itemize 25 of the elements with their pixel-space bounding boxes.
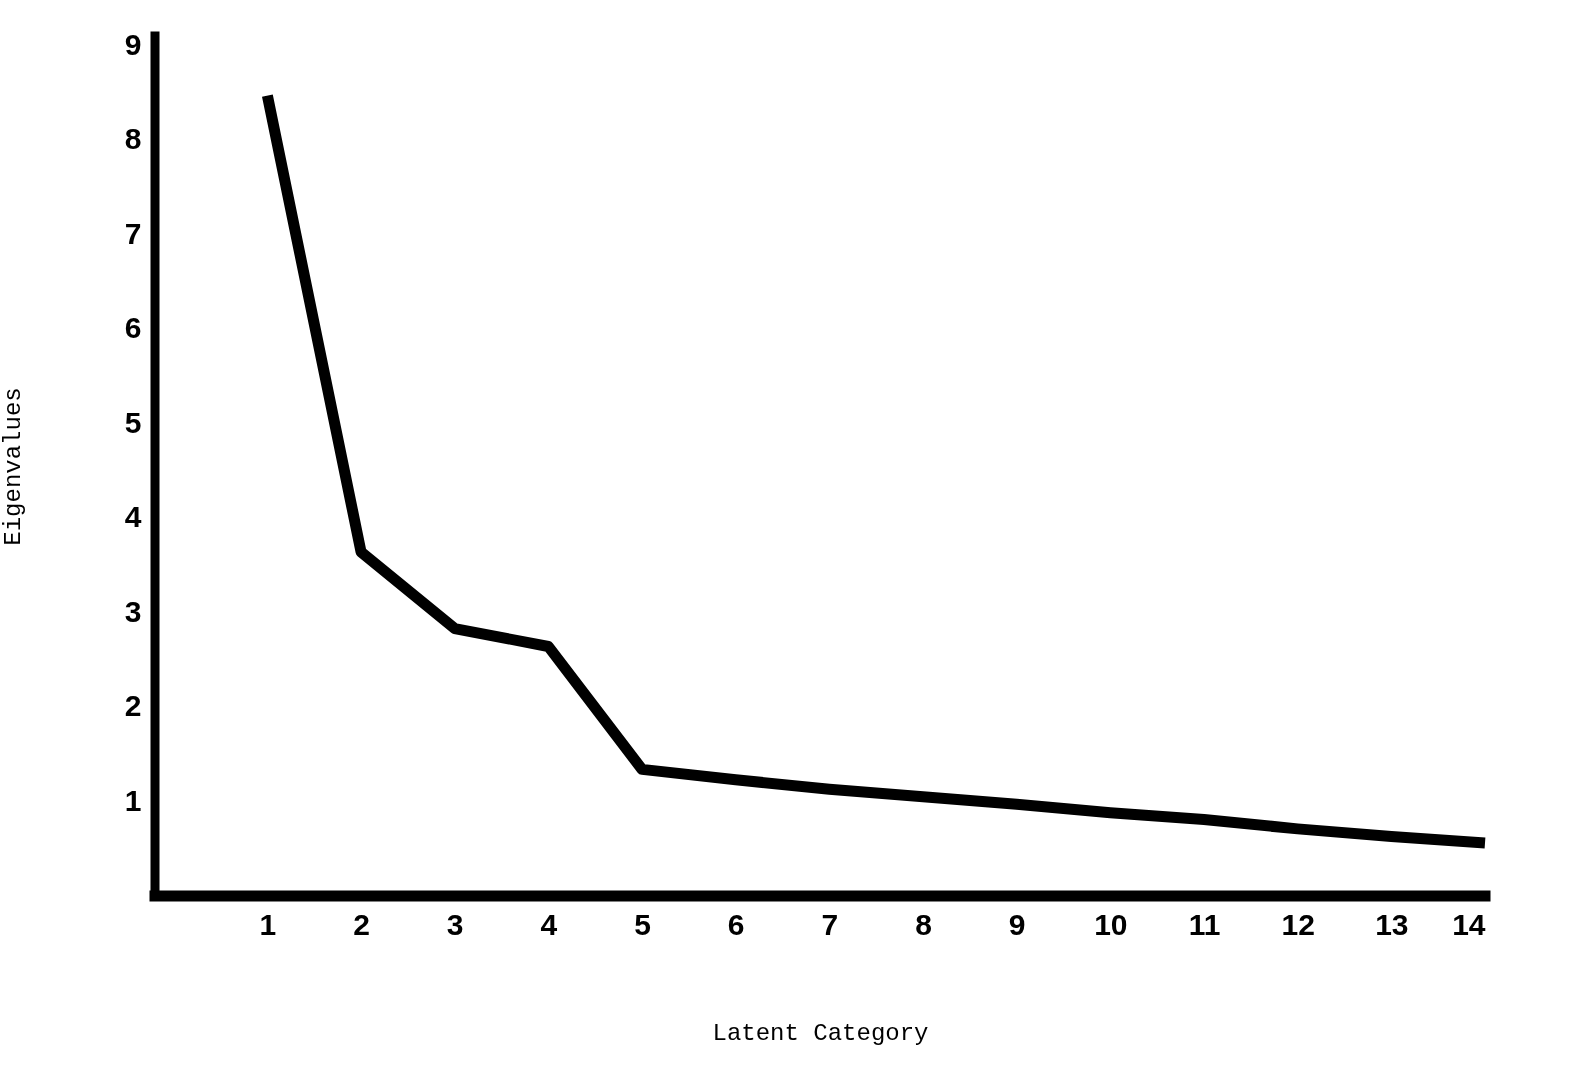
x-tick-label: 2 — [353, 907, 370, 941]
x-tick-label: 7 — [821, 907, 839, 941]
y-axis-title: Eigenvalues — [0, 387, 27, 546]
y-tick-label: 8 — [124, 122, 142, 156]
y-tick-label: 5 — [124, 405, 142, 439]
y-tick-label: 4 — [124, 500, 142, 534]
y-tick-label: 9 — [124, 27, 142, 61]
x-tick-label: 11 — [1188, 907, 1221, 941]
x-tick-label: 13 — [1375, 907, 1409, 941]
x-tick-label: 3 — [446, 907, 464, 941]
x-tick-label: 14 — [1452, 907, 1486, 941]
y-tick-label: 7 — [124, 216, 142, 250]
y-tick-label: 6 — [124, 311, 142, 345]
x-tick-label: 10 — [1094, 907, 1128, 941]
y-tick-label: 3 — [124, 594, 142, 628]
x-tick-label: 12 — [1281, 907, 1315, 941]
x-tick-label: 8 — [915, 907, 932, 941]
x-tick-label: 9 — [1008, 907, 1026, 941]
x-tick-label: 1 — [259, 907, 277, 941]
x-tick-label: 6 — [727, 907, 745, 941]
y-tick-label: 2 — [124, 689, 142, 723]
x-axis-title: Latent Category — [712, 1019, 929, 1047]
x-tick-label: 4 — [540, 907, 558, 941]
y-tick-label: 1 — [124, 783, 142, 817]
x-tick-label: 5 — [634, 907, 651, 941]
